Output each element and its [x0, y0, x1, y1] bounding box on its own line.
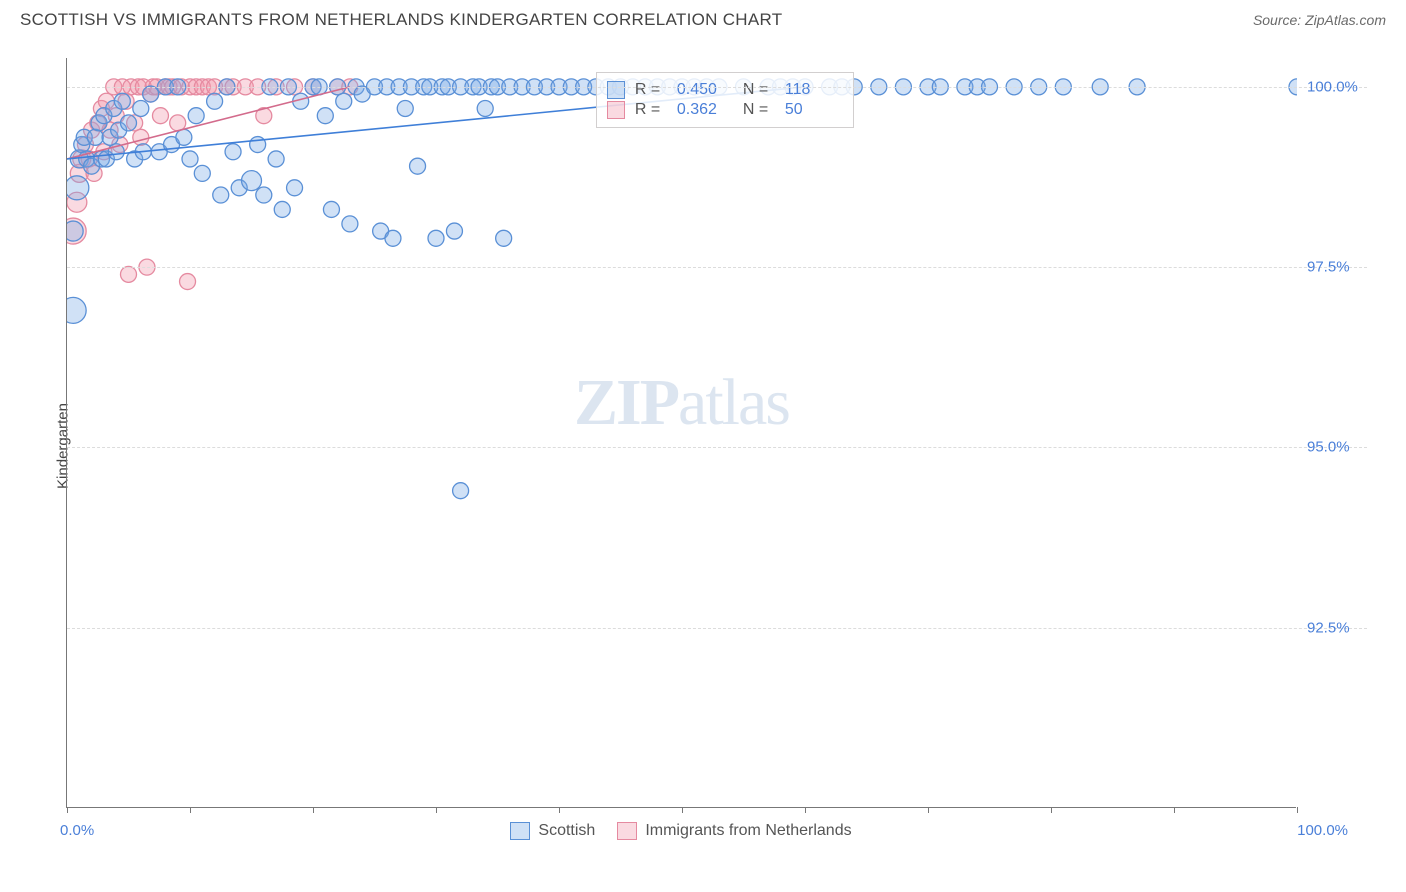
chart-title: SCOTTISH VS IMMIGRANTS FROM NETHERLANDS … — [20, 10, 782, 30]
stats-swatch-b — [607, 101, 625, 119]
header: SCOTTISH VS IMMIGRANTS FROM NETHERLANDS … — [0, 0, 1406, 36]
legend-item-b: Immigrants from Netherlands — [617, 822, 851, 840]
bottom-legend: Scottish Immigrants from Netherlands — [66, 822, 1296, 840]
source-label: Source: ZipAtlas.com — [1253, 12, 1386, 28]
legend-label-b: Immigrants from Netherlands — [645, 822, 851, 840]
legend-label-a: Scottish — [538, 822, 595, 840]
legend-swatch-b — [617, 822, 637, 840]
stats-swatch-a — [607, 81, 625, 99]
plot-region: ZIPatlas R = 0.450 N = 118 R = 0.362 N =… — [66, 58, 1296, 808]
x-label-max: 100.0% — [1297, 822, 1348, 839]
chart-svg — [67, 58, 1297, 808]
stats-box: R = 0.450 N = 118 R = 0.362 N = 50 — [596, 72, 854, 128]
stats-row-a: R = 0.450 N = 118 — [607, 81, 841, 99]
chart-area: Kindergarten ZIPatlas R = 0.450 N = 118 … — [20, 44, 1386, 848]
legend-swatch-a — [510, 822, 530, 840]
stats-row-b: R = 0.362 N = 50 — [607, 101, 841, 119]
legend-item-a: Scottish — [510, 822, 595, 840]
